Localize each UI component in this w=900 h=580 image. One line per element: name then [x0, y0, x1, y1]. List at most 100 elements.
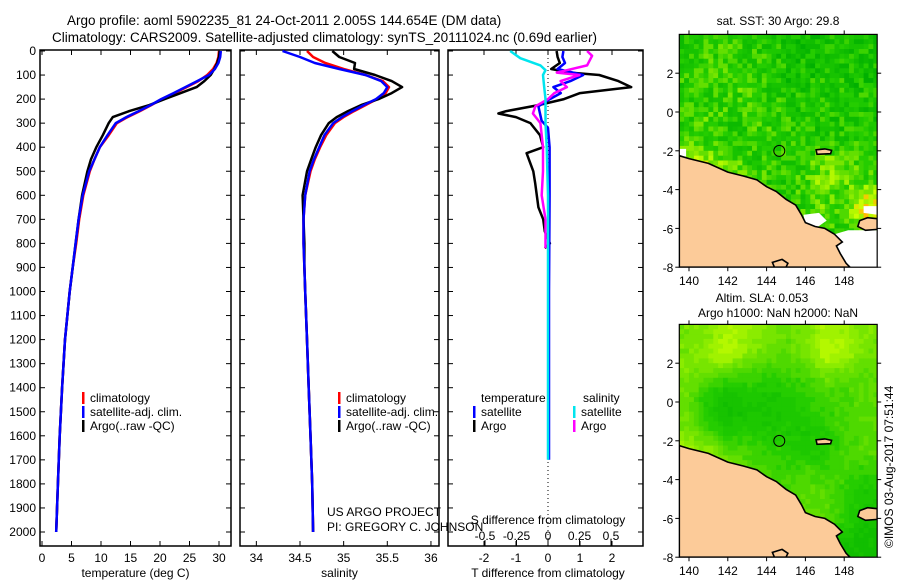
map-cell	[805, 58, 811, 65]
map-cell	[790, 426, 797, 432]
map-cell	[708, 44, 714, 50]
map-cell	[771, 445, 777, 451]
map-cell	[786, 368, 792, 374]
map-cell	[718, 136, 724, 142]
map-cell	[849, 435, 855, 442]
map-cell	[834, 136, 840, 142]
map-cell	[839, 440, 845, 447]
map-cell	[766, 406, 772, 413]
map-cell	[820, 368, 826, 374]
map-cell	[800, 465, 806, 471]
map-cell	[863, 372, 869, 379]
map-cell	[844, 199, 850, 205]
map-cell	[858, 116, 865, 123]
map-cell	[718, 402, 724, 408]
map-cell	[820, 343, 826, 350]
map-cell	[815, 499, 821, 505]
map-cell	[849, 416, 855, 422]
map-cell	[863, 440, 869, 447]
map-cell	[849, 324, 855, 330]
map-cell	[820, 58, 826, 65]
map-cell	[873, 499, 878, 505]
map-cell	[858, 358, 865, 364]
map-cell	[727, 387, 734, 393]
map-cell	[805, 508, 811, 515]
map-cell	[689, 63, 695, 69]
map-cell	[800, 63, 806, 69]
map-cell	[868, 499, 874, 505]
map-cell	[858, 179, 865, 186]
map-cell	[853, 194, 860, 200]
map-cell	[689, 368, 695, 374]
map-cell	[786, 92, 792, 98]
map-cell	[839, 508, 845, 515]
map-cell	[786, 184, 792, 191]
map-cell	[727, 49, 734, 55]
map-cell	[786, 107, 792, 113]
map-cell	[844, 426, 850, 432]
map-cell	[727, 450, 734, 456]
map-cell	[756, 363, 763, 369]
map-cell	[752, 121, 758, 128]
map-cell	[810, 145, 816, 152]
map-cell	[853, 440, 860, 447]
map-cell	[795, 49, 802, 55]
t-axis-label: T difference from climatology	[471, 566, 625, 580]
map-cell	[771, 402, 777, 408]
map-cell	[737, 455, 743, 461]
map-cell	[737, 165, 743, 171]
map-cell	[873, 97, 878, 103]
map-cell	[820, 411, 826, 418]
map-cell	[795, 363, 802, 369]
map-cell	[853, 489, 860, 495]
map-cell	[805, 499, 811, 505]
map-cell	[732, 440, 738, 447]
map-cell	[718, 406, 724, 413]
land-coastline	[771, 548, 789, 558]
map-cell	[693, 421, 700, 427]
map-cell	[732, 68, 738, 74]
map-cell	[805, 435, 811, 442]
map-cell	[839, 479, 845, 485]
map-cell	[800, 102, 806, 108]
map-cell	[771, 382, 777, 388]
map-cell	[820, 499, 826, 505]
map-cell	[766, 402, 772, 408]
map-cell	[684, 368, 690, 374]
map-cell	[849, 494, 855, 500]
map-cell	[786, 397, 792, 403]
map-cell	[761, 150, 768, 157]
map-cell	[718, 397, 724, 403]
y-tick-label: 2000	[9, 525, 36, 539]
map-cell	[742, 121, 748, 128]
map-cell	[834, 92, 840, 98]
map-cell	[708, 348, 714, 354]
map-cell	[689, 416, 695, 422]
map-cell	[684, 39, 690, 45]
map-cell	[756, 348, 763, 354]
map-cell	[689, 392, 695, 398]
map-cell	[849, 489, 855, 495]
map-cell	[873, 435, 878, 442]
map-cell	[844, 353, 850, 359]
map-cell	[839, 218, 845, 225]
map-cell	[815, 421, 821, 427]
map-cell	[849, 547, 855, 553]
map-cell	[873, 377, 878, 384]
map-cell	[693, 329, 700, 335]
map-cell	[810, 435, 816, 442]
map-cell	[810, 343, 816, 350]
map-cell	[863, 121, 869, 128]
map-cell	[820, 141, 826, 147]
map-cell	[853, 218, 860, 225]
map-cell	[829, 499, 835, 505]
map-cell	[727, 377, 734, 384]
map-cell	[844, 34, 850, 40]
map-cell	[863, 145, 869, 152]
map-cell	[713, 53, 719, 60]
map-cell	[805, 479, 811, 485]
map-cell	[766, 440, 772, 447]
map-cell	[747, 348, 753, 354]
map-cell	[810, 431, 816, 437]
map-cell	[863, 542, 869, 548]
